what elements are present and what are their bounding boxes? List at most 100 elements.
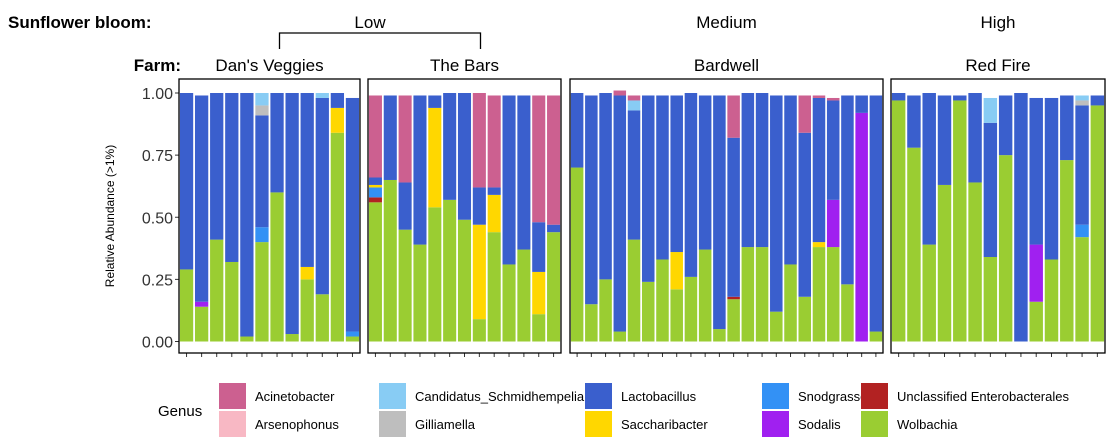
bar-segment-lactobacillus [443, 93, 457, 200]
bar-segment-wolbachia [891, 100, 906, 342]
bar-segment-lactobacillus [1060, 95, 1074, 161]
bar-segment-acinetobacter [812, 95, 826, 98]
bar-segment-sodalis [1029, 244, 1043, 302]
bar-segment-lactobacillus [413, 95, 427, 245]
bar-segment-wolbachia [922, 244, 936, 342]
panel-red-fire: Red Fire [890, 56, 1106, 357]
bar-segment-saccharibacter [670, 252, 683, 290]
bar-segment-wolbachia [998, 155, 1013, 342]
bar-segment-saccharibacter [472, 224, 486, 320]
bar-segment-unclassified-enterobacterales [727, 296, 740, 300]
bar-segment-wolbachia [1060, 160, 1074, 342]
bar-segment-wolbachia [585, 304, 598, 342]
bar-segment-wolbachia [285, 334, 299, 342]
bar-segment-wolbachia [770, 311, 783, 342]
panel-border [178, 78, 361, 354]
legend-swatch-arsenophonus [219, 411, 246, 437]
panel-bardwell: Bardwell [569, 56, 884, 357]
bar-segment-wolbachia [841, 284, 854, 342]
bar-segment-lactobacillus [891, 93, 906, 101]
bar-segment-lactobacillus [398, 182, 412, 230]
bar-segment-lactobacillus [937, 95, 952, 185]
y-tick-label: 0.50 [142, 210, 173, 227]
bar-segment-wolbachia [413, 244, 427, 342]
bar-segment-wolbachia [345, 336, 360, 342]
bar-segment-lactobacillus [599, 93, 612, 280]
bar-segment-saccharibacter [428, 107, 442, 208]
bar-segment-lactobacillus [627, 110, 641, 240]
bar-segment-lactobacillus [826, 100, 840, 200]
bar-segment-lactobacillus [502, 95, 516, 265]
bar-segment-snodgrassella [1075, 224, 1089, 238]
bar-segment-acinetobacter [798, 95, 812, 133]
bar-segment-candidatus-schmidhempelia [983, 97, 998, 123]
bar-segment-candidatus-schmidhempelia [255, 93, 269, 106]
bar-segment-sodalis [855, 112, 868, 342]
bar-segment-wolbachia [368, 202, 382, 342]
legend-swatch-gilliamella [379, 411, 406, 437]
bar-segment-wolbachia [1044, 259, 1059, 342]
bar-segment-wolbachia [472, 319, 486, 342]
bar-segment-wolbachia [179, 269, 194, 342]
farm-strip-label: The Bars [430, 56, 499, 75]
legend-label: Saccharibacter [621, 417, 708, 432]
farm-strip-label: Red Fire [965, 56, 1030, 75]
bar-segment-lactobacillus [684, 93, 698, 277]
bar-segment-lactobacillus [855, 95, 868, 113]
bar-segment-lactobacillus [784, 95, 797, 265]
bar-segment-wolbachia [194, 306, 209, 342]
bar-segment-wolbachia [907, 147, 921, 342]
legend-title: Genus [158, 403, 202, 420]
bar-segment-lactobacillus [1090, 95, 1105, 106]
bar-segment-wolbachia [300, 279, 314, 342]
bar-segment-wolbachia [1075, 237, 1089, 342]
bar-segment-lactobacillus [368, 177, 382, 185]
legend-swatch-saccharibacter [585, 411, 612, 437]
bar-segment-acinetobacter [487, 95, 501, 188]
bar-segment-wolbachia [641, 281, 655, 342]
bar-segment-gilliamella [255, 105, 269, 116]
bar-segment-acinetobacter [398, 95, 412, 183]
y-tick-label: 0.75 [142, 148, 173, 165]
bar-segment-wolbachia [698, 249, 712, 342]
bar-segment-wolbachia [240, 336, 254, 342]
farm-row-label: Farm: [134, 56, 181, 75]
farm-strip-label: Dan's Veggies [215, 56, 323, 75]
bar-segment-lactobacillus [798, 132, 812, 297]
bar-segment-candidatus-schmidhempelia [627, 100, 641, 111]
bar-segment-acinetobacter [368, 95, 382, 178]
bar-segment-sodalis [826, 199, 840, 248]
bar-segment-lactobacillus [457, 93, 472, 220]
bar-segment-wolbachia [826, 247, 840, 342]
bar-segment-lactobacillus [907, 95, 921, 148]
bar-segment-lactobacillus [770, 95, 783, 312]
farm-strip-label: Bardwell [694, 56, 759, 75]
bar-segment-lactobacillus [240, 93, 254, 337]
bar-segment-saccharibacter [300, 266, 314, 280]
bar-segment-wolbachia [1029, 301, 1043, 342]
bar-segment-lactobacillus [968, 93, 982, 183]
bar-segment-lactobacillus [953, 95, 967, 101]
bar-segment-acinetobacter [472, 93, 486, 188]
legend-label: Candidatus_Schmidhempelia [415, 389, 585, 404]
bar-segment-gilliamella [1075, 100, 1089, 106]
bar-segment-lactobacillus [727, 137, 740, 297]
bar-segment-lactobacillus [255, 115, 269, 228]
bar-segment-wolbachia [812, 247, 826, 342]
panel-border [569, 78, 884, 354]
bar-segment-unclassified-enterobacterales [368, 197, 382, 203]
bar-segment-lactobacillus [487, 187, 501, 195]
bar-segment-acinetobacter [826, 97, 840, 101]
bar-segment-lactobacillus [922, 93, 936, 245]
bar-segment-wolbachia [315, 294, 329, 342]
bar-segment-wolbachia [599, 279, 612, 342]
bar-segment-lactobacillus [755, 93, 769, 248]
bar-segment-lactobacillus [428, 95, 442, 108]
bar-segment-acinetobacter [627, 95, 641, 101]
legend-label: Gilliamella [415, 417, 476, 432]
panel-border [367, 78, 562, 354]
bar-segment-saccharibacter [532, 271, 546, 315]
bar-segment-saccharibacter [368, 184, 382, 188]
y-tick-label: 1.00 [142, 86, 173, 103]
bar-segment-wolbachia [968, 182, 982, 342]
